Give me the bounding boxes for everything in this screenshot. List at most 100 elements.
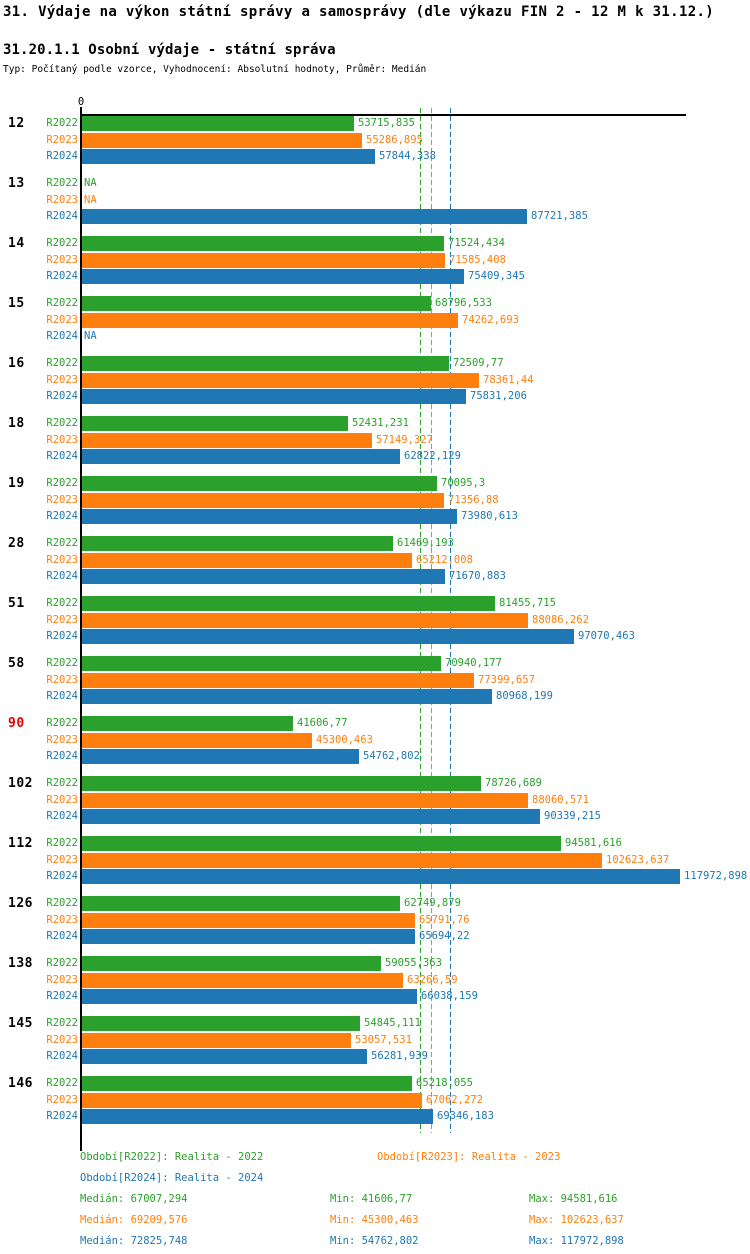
series-label-r2024: R2024 [46, 690, 78, 702]
series-label-r2022: R2022 [46, 777, 78, 789]
value-label-16-r2024: 75831,206 [470, 390, 527, 402]
na-label-13-r2023: NA [84, 194, 97, 206]
series-label-r2022: R2022 [46, 297, 78, 309]
category-label-19: 19 [8, 476, 25, 491]
series-label-r2023: R2023 [46, 314, 78, 326]
bar-126-r2023 [82, 913, 415, 928]
x-axis-zero-label: 0 [77, 96, 85, 108]
bar-51-r2024 [82, 629, 574, 644]
category-label-145: 145 [8, 1016, 33, 1031]
series-label-r2023: R2023 [46, 254, 78, 266]
bar-58-r2024 [82, 689, 492, 704]
bar-12-r2024 [82, 149, 375, 164]
bar-51-r2022 [82, 596, 495, 611]
stat-min-r2024: Min: 54762,802 [330, 1235, 419, 1247]
bar-145-r2022 [82, 1016, 360, 1031]
value-label-112-r2022: 94581,616 [565, 837, 622, 849]
stat-min-r2022: Min: 41606,77 [330, 1193, 413, 1205]
value-label-28-r2024: 71670,883 [449, 570, 506, 582]
series-label-r2023: R2023 [46, 794, 78, 806]
value-label-15-r2023: 74262,693 [462, 314, 519, 326]
value-label-51-r2024: 97070,463 [578, 630, 635, 642]
stat-min-r2023: Min: 45300,463 [330, 1214, 419, 1226]
value-label-102-r2022: 78726,689 [485, 777, 542, 789]
series-label-r2023: R2023 [46, 494, 78, 506]
value-label-12-r2023: 55286,895 [366, 134, 423, 146]
stat-max-r2022: Max: 94581,616 [529, 1193, 618, 1205]
bar-146-r2022 [82, 1076, 412, 1091]
value-label-19-r2022: 70095,3 [441, 477, 486, 489]
value-label-126-r2024: 65694,22 [419, 930, 470, 942]
series-label-r2022: R2022 [46, 717, 78, 729]
value-label-90-r2023: 45300,463 [316, 734, 373, 746]
bar-58-r2023 [82, 673, 474, 688]
bar-138-r2024 [82, 989, 417, 1004]
bar-102-r2024 [82, 809, 540, 824]
series-label-r2022: R2022 [46, 177, 78, 189]
value-label-138-r2022: 59055,363 [385, 957, 442, 969]
value-label-19-r2024: 73980,613 [461, 510, 518, 522]
bar-146-r2023 [82, 1093, 422, 1108]
bar-15-r2023 [82, 313, 458, 328]
bar-19-r2023 [82, 493, 444, 508]
series-label-r2022: R2022 [46, 537, 78, 549]
bar-12-r2023 [82, 133, 362, 148]
legend-item-r2023: Období[R2023]: Realita - 2023 [377, 1151, 561, 1163]
category-label-14: 14 [8, 236, 25, 251]
value-label-15-r2022: 68796,533 [435, 297, 492, 309]
bar-14-r2023 [82, 253, 445, 268]
series-label-r2022: R2022 [46, 1077, 78, 1089]
value-label-112-r2023: 102623,637 [606, 854, 670, 866]
category-label-28: 28 [8, 536, 25, 551]
bar-112-r2022 [82, 836, 561, 851]
category-label-18: 18 [8, 416, 25, 431]
series-label-r2023: R2023 [46, 194, 78, 206]
bar-90-r2022 [82, 716, 293, 731]
series-label-r2022: R2022 [46, 657, 78, 669]
value-label-58-r2023: 77399,657 [478, 674, 535, 686]
series-label-r2022: R2022 [46, 597, 78, 609]
stat-median-r2022: Medián: 67007,294 [80, 1193, 188, 1205]
bar-102-r2022 [82, 776, 481, 791]
na-label-13-r2022: NA [84, 177, 97, 189]
value-label-90-r2024: 54762,802 [363, 750, 420, 762]
na-label-15-r2024: NA [84, 330, 97, 342]
value-label-90-r2022: 41606,77 [297, 717, 348, 729]
value-label-145-r2022: 54845,111 [364, 1017, 421, 1029]
bar-15-r2022 [82, 296, 431, 311]
category-label-12: 12 [8, 116, 25, 131]
series-label-r2024: R2024 [46, 930, 78, 942]
bar-51-r2023 [82, 613, 528, 628]
bar-16-r2024 [82, 389, 466, 404]
value-label-145-r2023: 53057,531 [355, 1034, 412, 1046]
series-label-r2023: R2023 [46, 614, 78, 626]
value-label-12-r2024: 57844,338 [379, 150, 436, 162]
legend-item-r2024: Období[R2024]: Realita - 2024 [80, 1172, 264, 1184]
category-label-112: 112 [8, 836, 33, 851]
page-title: 31. Výdaje na výkon státní správy a samo… [3, 4, 715, 20]
value-label-58-r2024: 80968,199 [496, 690, 553, 702]
value-label-51-r2022: 81455,715 [499, 597, 556, 609]
series-label-r2022: R2022 [46, 237, 78, 249]
category-label-16: 16 [8, 356, 25, 371]
y-axis-line [80, 107, 82, 1151]
bar-16-r2022 [82, 356, 449, 371]
legend-item-r2022: Období[R2022]: Realita - 2022 [80, 1151, 264, 1163]
stat-max-r2024: Max: 117972,898 [529, 1235, 624, 1247]
bar-18-r2023 [82, 433, 372, 448]
series-label-r2023: R2023 [46, 1094, 78, 1106]
bar-112-r2024 [82, 869, 680, 884]
bar-58-r2022 [82, 656, 441, 671]
series-label-r2022: R2022 [46, 897, 78, 909]
category-label-102: 102 [8, 776, 33, 791]
bar-112-r2023 [82, 853, 602, 868]
value-label-102-r2023: 88060,571 [532, 794, 589, 806]
value-label-28-r2023: 65212,008 [416, 554, 473, 566]
series-label-r2022: R2022 [46, 1017, 78, 1029]
value-label-146-r2024: 69346,183 [437, 1110, 494, 1122]
series-label-r2022: R2022 [46, 117, 78, 129]
series-label-r2024: R2024 [46, 270, 78, 282]
series-label-r2023: R2023 [46, 134, 78, 146]
chart-subtitle: 31.20.1.1 Osobní výdaje - státní správa [3, 42, 336, 58]
category-label-51: 51 [8, 596, 25, 611]
